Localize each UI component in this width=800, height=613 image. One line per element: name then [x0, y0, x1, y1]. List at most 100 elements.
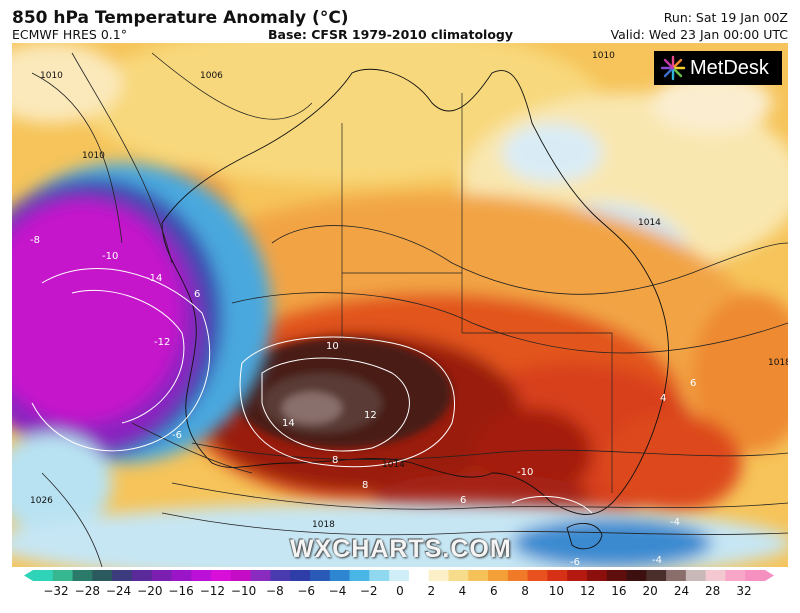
colorbar-cell [725, 570, 746, 581]
colorbar-cell [408, 570, 430, 581]
colorbar-tick-label: 16 [611, 584, 627, 598]
colorbar-tick-label: −28 [74, 584, 100, 598]
coastline-outline [161, 68, 670, 550]
colorbar-tick-label: −24 [105, 584, 132, 598]
colorbar-cell [488, 570, 509, 581]
anomaly-label: -4 [670, 517, 680, 528]
colorbar-cell [705, 570, 727, 581]
colorbar-tick-label: −32 [43, 584, 69, 598]
colorbar-tick-label: 2 [427, 584, 436, 598]
anomaly-label: 6 [690, 378, 696, 389]
colorbar-tick-label: 8 [521, 584, 529, 598]
colorbar-cell [567, 570, 588, 581]
anomaly-label: -10 [517, 467, 533, 478]
colorbar-cell [250, 570, 271, 581]
colorbar-cell [33, 570, 54, 581]
colorbar-cell [112, 570, 133, 581]
colorbar-tick-label: −4 [328, 584, 347, 598]
colorbar-cell [329, 570, 351, 581]
colorbar-cell [349, 570, 370, 581]
anomaly-label: -10 [102, 251, 118, 262]
colorbar-cell [389, 570, 410, 581]
cold-anomaly-zone [512, 518, 712, 567]
model-subtitle: ECMWF HRES 0.1° [12, 27, 127, 42]
colorbar-cell [72, 570, 93, 581]
anomaly-label: 12 [364, 410, 377, 421]
valid-time-label: Valid: Wed 23 Jan 00:00 UTC [610, 27, 788, 42]
colorbar-cell [468, 570, 489, 581]
anomaly-label: 8 [362, 480, 368, 491]
hot-anomaly-zone [602, 413, 742, 513]
anomaly-label: 4 [660, 393, 666, 404]
colorbar-cell [685, 570, 707, 581]
colorbar-cell [369, 570, 390, 581]
colorbar-cell [527, 570, 548, 581]
metdesk-logo: MetDesk [654, 51, 782, 85]
anomaly-label: -14 [146, 273, 162, 284]
wxcharts-watermark: WXCHARTS.COM [290, 535, 512, 563]
colorbar-tick-labels: −32 −28 −24 −20 −16 −12 −10 −8 −6 −4 −2 0 2 4 6 8 10 12 16… [0, 584, 800, 602]
colorbar-tick-label: 0 [396, 584, 404, 598]
isobar-label: 1018 [768, 358, 788, 368]
isobar-label: 1014 [382, 460, 405, 470]
anomaly-label: 10 [326, 341, 339, 352]
cool-pocket [12, 433, 112, 533]
colorbar-cell [52, 570, 74, 581]
colorbar-cell [428, 570, 450, 581]
colorbar-tick-label: −12 [199, 584, 226, 598]
colorbar-tick-label: 6 [489, 584, 498, 598]
anomaly-label: -4 [652, 555, 662, 566]
isobar-lines [31, 52, 788, 567]
colorbar [24, 570, 774, 581]
colorbar-tick-label: 10 [548, 584, 565, 598]
colorbar-cell [309, 570, 331, 581]
colorbar-cell [547, 570, 568, 581]
colorbar-tick-label: −6 [297, 584, 316, 598]
colorbar-cell [290, 570, 311, 581]
anomaly-label: 6 [460, 495, 466, 506]
colorbar-tick-label: 24 [673, 584, 690, 598]
colorbar-cell [191, 570, 212, 581]
state-borders [341, 93, 613, 493]
colorbar-high-arrow [765, 570, 774, 581]
anomaly-map[interactable]: 1010 1006 1010 1010 1014 1014 1018 1026 … [12, 43, 788, 567]
colorbar-cell [151, 570, 173, 581]
metdesk-starburst-icon [660, 55, 686, 81]
colorbar-cell [507, 570, 529, 581]
colorbar-tick-label: 20 [642, 584, 658, 598]
colorbar-cell [586, 570, 608, 581]
colorbar-low-arrow [24, 570, 33, 581]
colorbar-cell [171, 570, 192, 581]
anomaly-label: -12 [154, 337, 170, 348]
anomaly-label: 6 [194, 289, 200, 300]
map-title: 850 hPa Temperature Anomaly (°C) [12, 8, 349, 28]
colorbar-tick-label: −20 [137, 584, 163, 598]
colorbar-cell [606, 570, 628, 581]
climatology-base-label: Base: CFSR 1979-2010 climatology [268, 27, 514, 42]
core-anomaly-zone [282, 392, 342, 424]
colorbar-cell [270, 570, 291, 581]
colorbar-cell [646, 570, 667, 581]
colorbar-cell [448, 570, 469, 581]
anomaly-label: 14 [282, 418, 295, 429]
anomaly-label: -8 [30, 235, 40, 246]
colorbar-tick-label: 28 [705, 584, 721, 598]
isobar-label: 1014 [638, 218, 661, 228]
colorbar-cell [211, 570, 232, 581]
colorbar-cell [92, 570, 113, 581]
anomaly-map-graphic: 1010 1006 1010 1010 1014 1014 1018 1026 … [12, 43, 788, 567]
isobar-label: 1010 [592, 51, 615, 61]
anomaly-label: -6 [570, 557, 580, 567]
isobar-label: 1026 [30, 496, 53, 506]
cool-pocket [502, 123, 602, 183]
cold-anomaly-zone [12, 203, 182, 423]
warm-anomaly-zone [692, 293, 788, 453]
colorbar-tick-label: −10 [230, 584, 257, 598]
colorbar-tick-label: −2 [359, 584, 378, 598]
isobar-label: 1010 [40, 71, 63, 81]
anomaly-label: 8 [332, 455, 338, 466]
pale-anomaly-zone [82, 43, 602, 183]
anomaly-label: -6 [172, 430, 182, 441]
metdesk-logo-text: MetDesk [690, 56, 769, 79]
colorbar-cell [131, 570, 153, 581]
